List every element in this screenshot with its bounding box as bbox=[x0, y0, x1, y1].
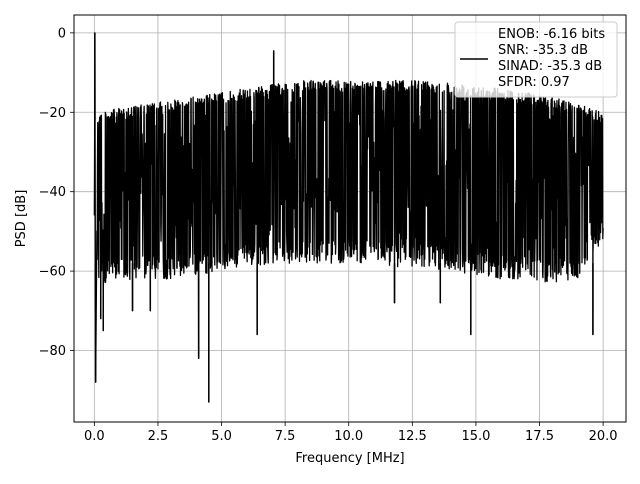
y-tick-label: 0 bbox=[58, 26, 66, 41]
legend: ENOB: -6.16 bits SNR: -35.3 dB SINAD: -3… bbox=[454, 21, 618, 98]
data-layer bbox=[93, 32, 604, 403]
x-tick-label: 17.5 bbox=[525, 429, 554, 444]
y-tick-label: −80 bbox=[39, 344, 66, 359]
y-tick-label: −60 bbox=[39, 265, 66, 280]
x-tick-label: 7.5 bbox=[275, 429, 296, 444]
x-tick-label: 2.5 bbox=[148, 429, 169, 444]
y-tick-label: −20 bbox=[39, 106, 66, 121]
y-tick-label: −40 bbox=[39, 185, 66, 200]
psd-trace bbox=[93, 32, 604, 403]
legend-box bbox=[454, 21, 618, 98]
legend-snr-text: SNR: -35.3 dB bbox=[498, 43, 588, 58]
x-tick-label: 20.0 bbox=[589, 429, 618, 444]
legend-sinad-text: SINAD: -35.3 dB bbox=[498, 59, 602, 74]
y-axis-label: PSD [dB] bbox=[14, 190, 29, 248]
legend-enob-text: ENOB: -6.16 bits bbox=[498, 27, 605, 42]
plot-frame bbox=[73, 14, 627, 423]
x-tick-label: 5.0 bbox=[211, 429, 232, 444]
tick-layer: 0.0 2.5 5.0 7.5 10.0 12.5 15.0 17.5 20.0 0 −20 −40 −… bbox=[39, 26, 618, 444]
x-tick-label: 15.0 bbox=[461, 429, 490, 444]
legend-sfdr-text: SFDR: 0.97 bbox=[498, 75, 570, 90]
x-tick-label: 0.0 bbox=[84, 429, 105, 444]
x-axis-label: Frequency [MHz] bbox=[295, 451, 404, 466]
x-tick-label: 10.0 bbox=[334, 429, 363, 444]
x-tick-label: 12.5 bbox=[398, 429, 427, 444]
